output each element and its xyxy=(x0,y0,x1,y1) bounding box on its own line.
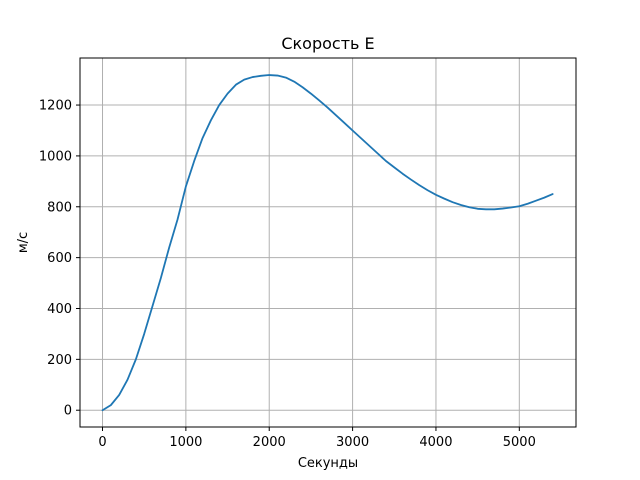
y-tick-label: 800 xyxy=(47,200,72,215)
x-tick-label: 0 xyxy=(98,435,106,450)
y-tick-label: 200 xyxy=(47,353,72,368)
chart-title: Скорость Е xyxy=(281,34,374,53)
y-tick-label: 0 xyxy=(64,404,72,419)
x-axis-label: Секунды xyxy=(298,456,358,471)
y-tick-label: 600 xyxy=(47,251,72,266)
ticks: 0 1000 2000 3000 4000 5000 0 200 400 600 800 1000 12… xyxy=(39,99,536,450)
series-layer xyxy=(101,74,554,412)
y-tick-label: 400 xyxy=(47,302,72,317)
x-tick-label: 5000 xyxy=(503,435,536,450)
x-tick-label: 2000 xyxy=(253,435,286,450)
series-line xyxy=(101,74,554,412)
grid xyxy=(80,58,576,427)
axes-frame xyxy=(79,57,577,428)
y-axis-label: м/с xyxy=(16,232,31,253)
y-tick-label: 1000 xyxy=(39,149,72,164)
x-tick-label: 4000 xyxy=(419,435,452,450)
x-tick-label: 1000 xyxy=(169,435,202,450)
y-tick-label: 1200 xyxy=(39,99,72,114)
x-tick-label: 3000 xyxy=(336,435,369,450)
